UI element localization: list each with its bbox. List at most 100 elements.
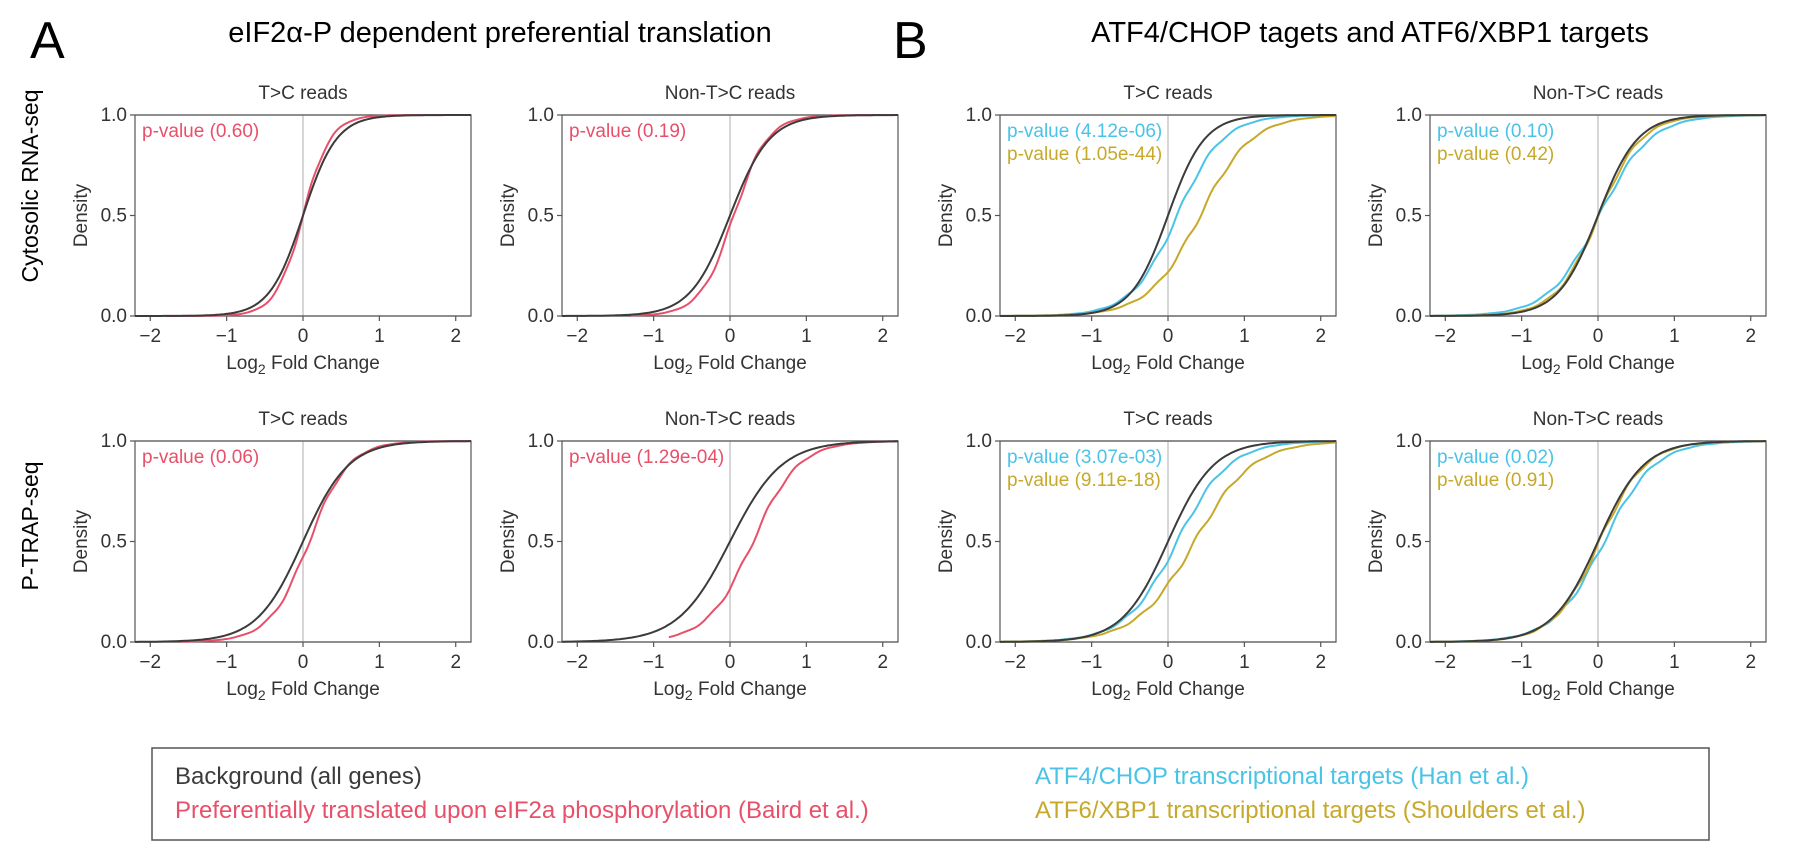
x-axis-label: Log2 Fold Change [226, 353, 380, 377]
y-axis-label: Density [1366, 183, 1387, 247]
y-tick-label: 0.0 [966, 632, 992, 653]
y-axis-label: Density [936, 183, 957, 247]
x-axis-label: Log2 Fold Change [1521, 679, 1675, 703]
subplots: T>C reads 0.0 0.5 1.0 −2 −1 0 1 2 Density Log2 Fol… [71, 83, 1767, 703]
panel-a-letter: A [30, 12, 65, 70]
y-tick-label: 1.0 [1396, 431, 1422, 452]
x-tick-label: 1 [374, 326, 385, 347]
y-tick-label: 0.0 [1396, 632, 1422, 653]
x-tick-label: −2 [1434, 652, 1456, 673]
x-axis-label: Log2 Fold Change [1091, 679, 1245, 703]
x-tick-label: 1 [1239, 652, 1250, 673]
y-tick-label: 0.5 [101, 206, 127, 227]
x-tick-label: −1 [1081, 652, 1103, 673]
x-axis-label: Log2 Fold Change [1091, 353, 1245, 377]
x-tick-label: −2 [139, 652, 161, 673]
y-tick-label: 0.5 [966, 532, 992, 553]
legend-shoulders: ATF6/XBP1 transcriptional targets (Shoul… [1035, 797, 1585, 824]
y-axis-label: Density [498, 183, 519, 247]
x-tick-label: 1 [801, 326, 812, 347]
y-tick-label: 1.0 [101, 431, 127, 452]
pvalue-han: p-value (3.07e-03) [1007, 447, 1162, 468]
y-tick-label: 1.0 [101, 105, 127, 126]
y-tick-label: 0.5 [1396, 206, 1422, 227]
pvalue-shoulders: p-value (0.42) [1437, 144, 1554, 165]
x-tick-label: −1 [643, 326, 665, 347]
y-tick-label: 0.5 [966, 206, 992, 227]
x-tick-label: 2 [877, 326, 888, 347]
subplot-4: Non-T>C reads 0.0 0.5 1.0 −2 −1 0 1 2 Density Log2… [1366, 83, 1767, 377]
x-tick-label: 2 [877, 652, 888, 673]
y-tick-label: 1.0 [528, 431, 554, 452]
subplot-title: Non-T>C reads [1533, 409, 1663, 430]
x-tick-label: 0 [298, 326, 309, 347]
x-tick-label: −2 [1004, 652, 1026, 673]
pvalue-baird: p-value (0.19) [569, 121, 686, 142]
x-tick-label: −1 [1511, 652, 1533, 673]
x-tick-label: 0 [725, 652, 736, 673]
x-tick-label: −2 [1434, 326, 1456, 347]
x-tick-label: 2 [1745, 326, 1756, 347]
legend-background: Background (all genes) [175, 763, 422, 790]
row-label-ptrap: P-TRAP-seq [17, 461, 43, 590]
pvalue-shoulders: p-value (9.11e-18) [1007, 470, 1161, 491]
y-tick-label: 0.0 [1396, 306, 1422, 327]
y-tick-label: 0.0 [966, 306, 992, 327]
x-tick-label: 1 [374, 652, 385, 673]
subplot-7: T>C reads 0.0 0.5 1.0 −2 −1 0 1 2 Density Log2 Fol… [936, 409, 1337, 703]
x-tick-label: 2 [1315, 652, 1326, 673]
panel-b-title: ATF4/CHOP tagets and ATF6/XBP1 targets [1091, 17, 1649, 49]
y-tick-label: 0.0 [101, 306, 127, 327]
cdf-line-background [562, 440, 898, 643]
x-tick-label: 2 [1315, 326, 1326, 347]
subplot-title: T>C reads [258, 83, 347, 104]
x-axis-label: Log2 Fold Change [653, 353, 807, 377]
x-tick-label: −1 [1511, 326, 1533, 347]
cdf-line-background [135, 114, 471, 317]
pvalue-baird: p-value (0.60) [142, 121, 259, 142]
y-tick-label: 1.0 [1396, 105, 1422, 126]
pvalue-han: p-value (0.10) [1437, 121, 1554, 142]
y-tick-label: 0.5 [528, 532, 554, 553]
pvalue-han: p-value (4.12e-06) [1007, 121, 1162, 142]
cdf-line-background [135, 440, 471, 643]
legend-baird: Preferentially translated upon eIF2a pho… [175, 797, 869, 824]
x-tick-label: 0 [725, 326, 736, 347]
subplot-8: Non-T>C reads 0.0 0.5 1.0 −2 −1 0 1 2 Density Log2… [1366, 409, 1767, 703]
y-tick-label: 0.0 [528, 632, 554, 653]
subplot-title: T>C reads [1123, 409, 1212, 430]
pvalue-han: p-value (0.02) [1437, 447, 1554, 468]
cdf-line-background [1000, 440, 1336, 643]
cdf-line-background [1430, 114, 1766, 317]
subplot-6: Non-T>C reads 0.0 0.5 1.0 −2 −1 0 1 2 Density Log2… [498, 409, 899, 703]
x-tick-label: 1 [1669, 326, 1680, 347]
x-tick-label: 0 [1593, 652, 1604, 673]
cdf-line-baird [180, 440, 471, 643]
y-axis-label: Density [498, 509, 519, 573]
y-tick-label: 0.5 [101, 532, 127, 553]
cdf-line-background [1000, 114, 1336, 317]
subplot-title: Non-T>C reads [665, 409, 795, 430]
legend-han: ATF4/CHOP transcriptional targets (Han e… [1035, 763, 1529, 790]
x-axis-label: Log2 Fold Change [1521, 353, 1675, 377]
y-axis-label: Density [71, 509, 92, 573]
subplot-3: T>C reads 0.0 0.5 1.0 −2 −1 0 1 2 Density Log2 Fol… [936, 83, 1337, 377]
x-tick-label: −2 [566, 326, 588, 347]
cdf-line-background [562, 114, 898, 317]
x-tick-label: −1 [643, 652, 665, 673]
x-tick-label: 1 [801, 652, 812, 673]
x-tick-label: −1 [216, 652, 238, 673]
pvalue-baird: p-value (1.29e-04) [569, 447, 724, 468]
y-tick-label: 1.0 [528, 105, 554, 126]
panel-a-title: eIF2α-P dependent preferential translati… [228, 17, 771, 49]
row-label-cytosolic: Cytosolic RNA-seq [17, 90, 43, 283]
x-tick-label: −2 [1004, 326, 1026, 347]
x-tick-label: −2 [139, 326, 161, 347]
y-tick-label: 0.0 [528, 306, 554, 327]
x-axis-label: Log2 Fold Change [653, 679, 807, 703]
cdf-line-baird [165, 114, 471, 317]
x-tick-label: −1 [216, 326, 238, 347]
x-tick-label: 1 [1669, 652, 1680, 673]
x-tick-label: 1 [1239, 326, 1250, 347]
legend: Background (all genes) Preferentially tr… [151, 747, 1710, 841]
